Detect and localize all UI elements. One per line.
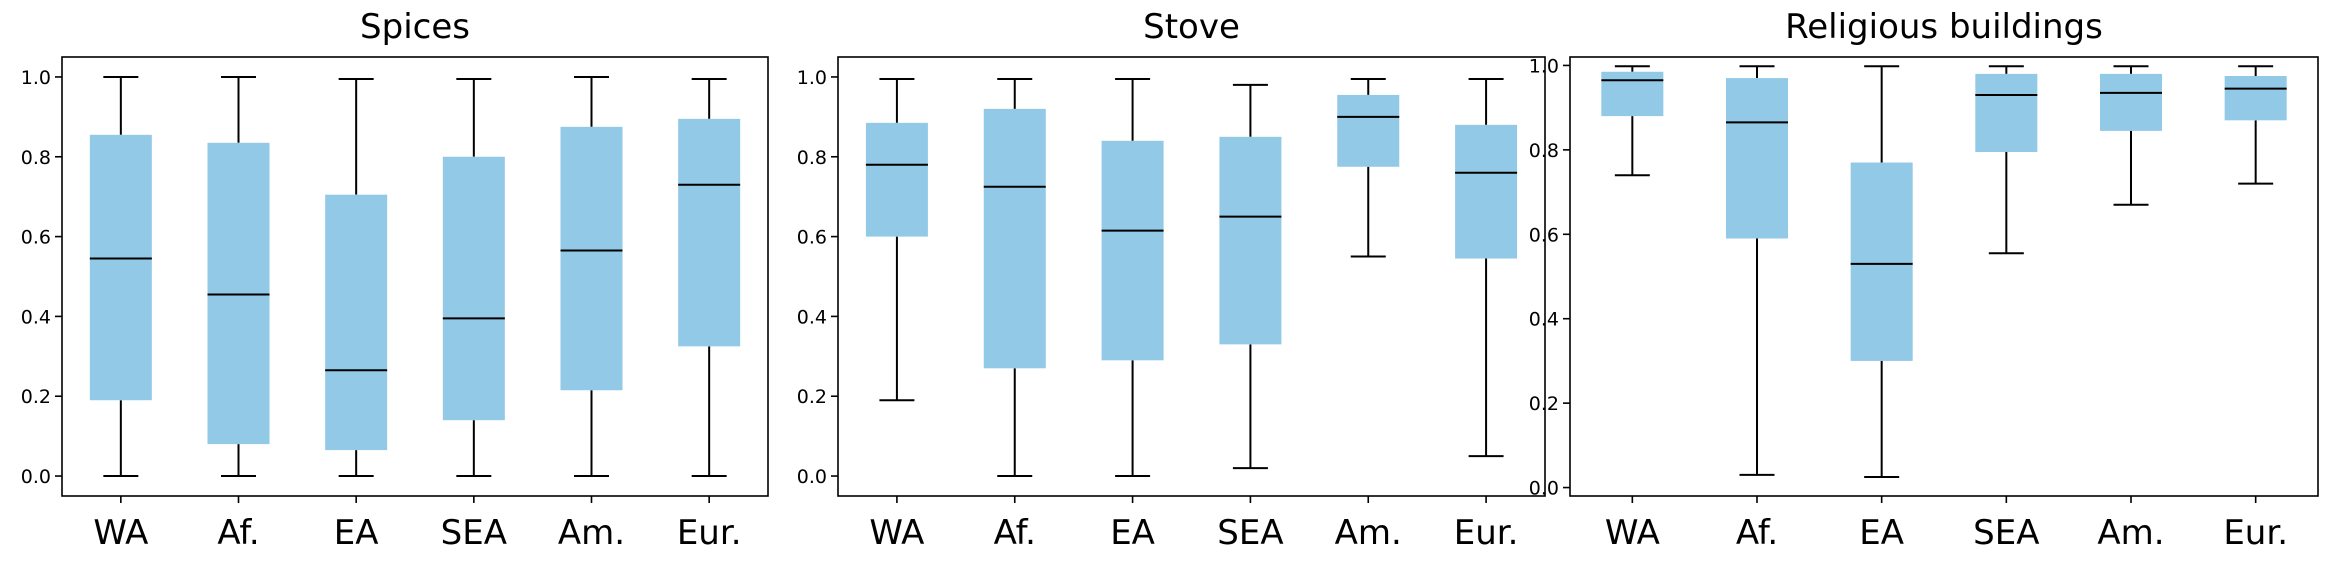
iqr-box <box>2224 75 2287 121</box>
y-tick-label: 0.2 <box>21 386 51 408</box>
panel-title: Stove <box>1143 7 1240 47</box>
box-eur <box>678 77 741 478</box>
x-tick-label: Am. <box>2097 513 2164 553</box>
x-tick-label: Eur. <box>2223 513 2288 553</box>
box-ea <box>325 77 388 478</box>
box-sea <box>442 77 505 478</box>
y-tick-label: 0.0 <box>1529 478 1559 500</box>
panel-title: Spices <box>360 7 470 47</box>
box-sea <box>1219 83 1282 470</box>
y-tick-label: 0.8 <box>21 147 51 169</box>
y-tick-label: 0.2 <box>797 386 827 408</box>
y-tick-label: 1.0 <box>1529 55 1559 77</box>
box-wa <box>89 75 152 478</box>
iqr-box <box>1455 124 1518 259</box>
y-tick-label: 0.0 <box>797 466 827 488</box>
iqr-box <box>1850 162 1913 361</box>
iqr-box <box>678 118 741 347</box>
iqr-box <box>1726 78 1788 239</box>
x-tick-label: Af. <box>994 513 1036 553</box>
y-tick-label: 0.4 <box>1529 309 1559 331</box>
x-tick-label: Am. <box>1335 513 1402 553</box>
x-tick-label: SEA <box>1973 513 2039 553</box>
y-tick-label: 0.8 <box>1529 140 1559 162</box>
y-tick-label: 1.0 <box>21 67 51 89</box>
box-am <box>1337 77 1400 258</box>
x-tick-label: EA <box>1859 513 1904 553</box>
x-tick-label: Af. <box>217 513 259 553</box>
iqr-box <box>865 122 928 237</box>
x-tick-label: Eur. <box>677 513 742 553</box>
x-tick-label: WA <box>869 513 924 553</box>
iqr-box <box>560 126 623 391</box>
iqr-box <box>983 108 1046 369</box>
y-tick-label: 0.0 <box>21 466 51 488</box>
box-eur <box>2224 65 2287 185</box>
panel-2: Stove 0.0 0.2 0.4 0.6 0.8 1.0 WA Af. EA SEA Am. Eur. <box>797 7 1546 553</box>
y-tick-label: 0.4 <box>21 306 51 328</box>
box-am <box>560 75 623 478</box>
iqr-box <box>442 156 505 421</box>
x-tick-label: SEA <box>441 513 507 553</box>
x-tick-label: EA <box>334 513 379 553</box>
y-tick-label: 0.6 <box>21 227 51 249</box>
iqr-box <box>1975 73 2038 152</box>
box-eur <box>1455 77 1518 458</box>
box-ea <box>1850 65 1913 479</box>
x-tick-label: WA <box>93 513 148 553</box>
box-ea <box>1101 77 1164 478</box>
iqr-box <box>1601 71 1664 117</box>
panel-1: Spices 0.0 0.2 0.4 0.6 0.8 1.0 WA Af. EA SEA Am. Eur… <box>21 7 769 553</box>
x-tick-label: SEA <box>1217 513 1283 553</box>
iqr-box <box>1101 140 1164 361</box>
x-tick-label: Eur. <box>1454 513 1519 553</box>
axes-frame <box>837 56 1546 497</box>
y-tick-label: 1.0 <box>797 67 827 89</box>
iqr-box <box>325 194 388 451</box>
x-tick-label: Af. <box>1736 513 1778 553</box>
box-sea <box>1975 65 2038 255</box>
box-af <box>983 77 1046 478</box>
axes-frame <box>61 56 769 497</box>
x-tick-label: WA <box>1605 513 1660 553</box>
iqr-box <box>2100 73 2162 131</box>
box-af <box>207 75 270 478</box>
box-wa <box>865 77 928 402</box>
y-tick-label: 0.6 <box>1529 224 1559 246</box>
iqr-box <box>1337 94 1400 167</box>
y-tick-label: 0.8 <box>797 147 827 169</box>
box-wa <box>1601 65 1664 177</box>
x-tick-label: EA <box>1110 513 1155 553</box>
box-af <box>1726 65 1788 476</box>
panel-3: Religious buildings 0.0 0.2 0.4 0.6 0.8 1.0 WA A… <box>1529 7 2319 553</box>
y-tick-label: 0.6 <box>797 227 827 249</box>
iqr-box <box>89 134 152 401</box>
panel-title: Religious buildings <box>1785 7 2103 47</box>
box-am <box>2100 65 2162 206</box>
iqr-box <box>1219 136 1282 345</box>
axes-frame <box>1569 56 2319 497</box>
y-tick-label: 0.4 <box>797 306 827 328</box>
y-tick-label: 0.2 <box>1529 393 1559 415</box>
x-tick-label: Am. <box>558 513 625 553</box>
